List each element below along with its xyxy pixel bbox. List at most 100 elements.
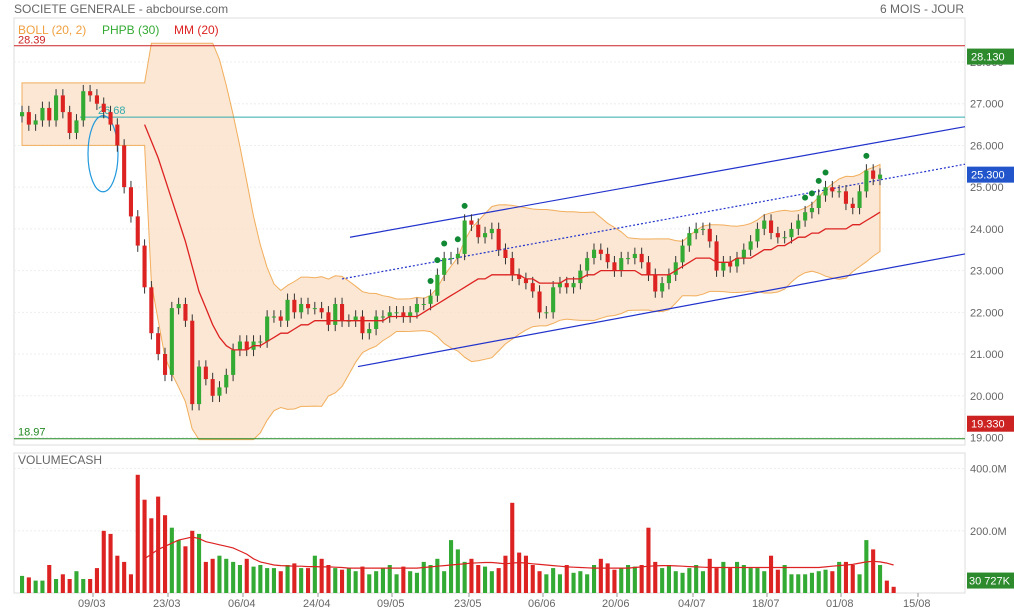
volume-bar	[605, 563, 610, 593]
candle-body	[544, 312, 549, 314]
candle-body	[476, 224, 481, 238]
candle-body	[20, 112, 25, 117]
volume-bar	[476, 565, 481, 593]
candle-body	[292, 299, 297, 313]
candle-body	[122, 145, 127, 188]
price-tick-label: 27.000	[970, 99, 1004, 111]
candle-body	[163, 354, 168, 375]
volume-bar	[632, 566, 637, 593]
phpb-dot	[461, 202, 468, 209]
candle-body	[380, 316, 385, 318]
volume-bar	[578, 571, 583, 593]
phpb-dot	[822, 169, 829, 176]
candle-body	[67, 112, 72, 133]
candle-body	[319, 308, 324, 313]
volume-bar	[380, 568, 385, 593]
volume-bar	[231, 561, 236, 593]
volume-bar	[544, 574, 549, 593]
candle-body	[707, 228, 712, 242]
volume-bar	[816, 571, 821, 593]
volume-bar	[265, 568, 270, 593]
candle-body	[564, 283, 569, 288]
candle-body	[646, 262, 651, 275]
candle-body	[278, 316, 283, 321]
volume-bar	[312, 555, 317, 593]
candle-body	[197, 366, 202, 405]
volume-bar	[891, 586, 896, 593]
candle-body	[850, 203, 855, 208]
candle-body	[489, 228, 494, 234]
volume-bar	[830, 571, 835, 593]
volume-bar	[469, 558, 474, 593]
volume-bar	[176, 540, 181, 593]
candle-body	[653, 274, 658, 292]
candle-body	[360, 316, 365, 334]
volume-bar	[789, 574, 794, 593]
candle-body	[673, 262, 678, 275]
candle-body	[714, 241, 719, 271]
volume-bar	[449, 540, 454, 593]
candle-body	[353, 316, 358, 321]
gap-ellipse	[87, 115, 119, 193]
candle-body	[830, 187, 835, 192]
volume-bar	[128, 574, 133, 593]
moving-average-line	[143, 124, 881, 351]
volume-bar	[741, 565, 746, 593]
candle-body	[33, 120, 38, 125]
candle-body	[666, 274, 671, 284]
x-tick-label: 01/08	[826, 598, 854, 610]
candle-body	[428, 295, 433, 304]
high-price-tag: 28.130	[971, 52, 1005, 64]
candle-body	[748, 241, 753, 250]
resistance-label: 28.39	[18, 35, 46, 47]
volume-bar	[843, 561, 848, 593]
volume-bar	[884, 580, 889, 593]
price-tick-label: 20.000	[970, 391, 1004, 403]
candle-body	[639, 253, 644, 263]
x-tick-label: 18/07	[752, 598, 780, 610]
candle-body	[823, 187, 828, 196]
x-tick-label: 06/06	[528, 598, 556, 610]
candle-body	[843, 191, 848, 204]
candle-body	[394, 312, 399, 314]
volume-bar	[523, 555, 528, 593]
volume-bar	[115, 555, 120, 593]
candle-body	[217, 387, 222, 396]
low-price-tag-box	[967, 415, 1014, 432]
candle-body	[203, 366, 208, 380]
volume-bar	[687, 568, 692, 593]
candle-body	[864, 170, 869, 192]
period-label: 6 MOIS - JOUR	[880, 2, 965, 16]
candle-body	[483, 233, 488, 238]
volume-bar	[551, 568, 556, 593]
candle-body	[258, 341, 263, 343]
volume-bar	[585, 574, 590, 593]
volume-bar	[367, 574, 372, 593]
volume-bar	[122, 561, 127, 593]
candle-body	[694, 228, 699, 234]
volume-bar	[149, 518, 154, 593]
phpb-dot	[815, 177, 822, 184]
volume-bar	[135, 474, 140, 593]
volume-bar	[156, 496, 161, 593]
channel-upper-line	[349, 126, 966, 238]
x-tick-label: 04/07	[678, 598, 706, 610]
volume-bar	[408, 571, 413, 593]
candle-body	[142, 245, 147, 288]
bollinger-band	[21, 42, 881, 441]
volume-bar	[299, 568, 304, 593]
volume-bar	[203, 561, 208, 593]
x-tick-label: 09/03	[78, 598, 106, 610]
volume-bar	[694, 565, 699, 593]
candle-body	[108, 112, 113, 125]
candle-body	[169, 308, 174, 375]
volume-bar	[33, 580, 38, 593]
phpb-dot	[454, 236, 461, 243]
price-tick-label: 21.000	[970, 349, 1004, 361]
volume-bar	[735, 561, 740, 593]
volume-bar	[163, 515, 168, 593]
candle-body	[88, 91, 93, 96]
volume-bar	[510, 502, 515, 593]
candle-body	[442, 258, 447, 275]
volume-bar	[333, 568, 338, 593]
